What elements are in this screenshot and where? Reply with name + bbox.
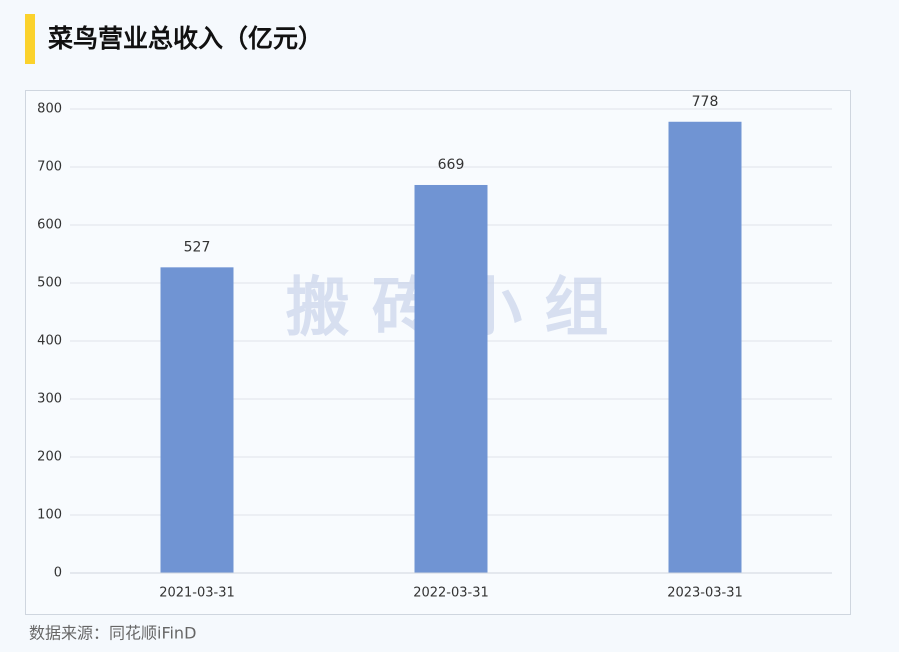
y-tick-label: 0 [54,566,62,581]
y-tick-label: 200 [37,450,62,465]
x-tick-label: 2022-03-31 [413,586,489,601]
title-accent [25,14,35,64]
chart-title: 菜鸟营业总收入（亿元） [47,24,323,53]
source-note: 数据来源：同花顺iFinD [29,624,196,643]
x-tick-label: 2023-03-31 [667,586,743,601]
y-tick-label: 500 [37,276,62,291]
bar [668,121,742,573]
bar [160,267,234,573]
data-label: 778 [692,94,719,110]
y-tick-label: 400 [37,334,62,349]
data-label: 527 [184,239,211,255]
y-tick-label: 600 [37,218,62,233]
x-tick-label: 2021-03-31 [159,586,235,601]
y-tick-label: 800 [37,102,62,117]
data-label: 669 [438,157,465,173]
bar [414,184,488,574]
y-tick-label: 100 [37,508,62,523]
y-tick-label: 300 [37,392,62,407]
y-tick-label: 700 [37,160,62,175]
